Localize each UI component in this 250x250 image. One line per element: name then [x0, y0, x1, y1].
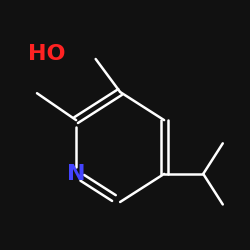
Text: N: N	[67, 164, 85, 184]
Text: HO: HO	[28, 44, 66, 64]
